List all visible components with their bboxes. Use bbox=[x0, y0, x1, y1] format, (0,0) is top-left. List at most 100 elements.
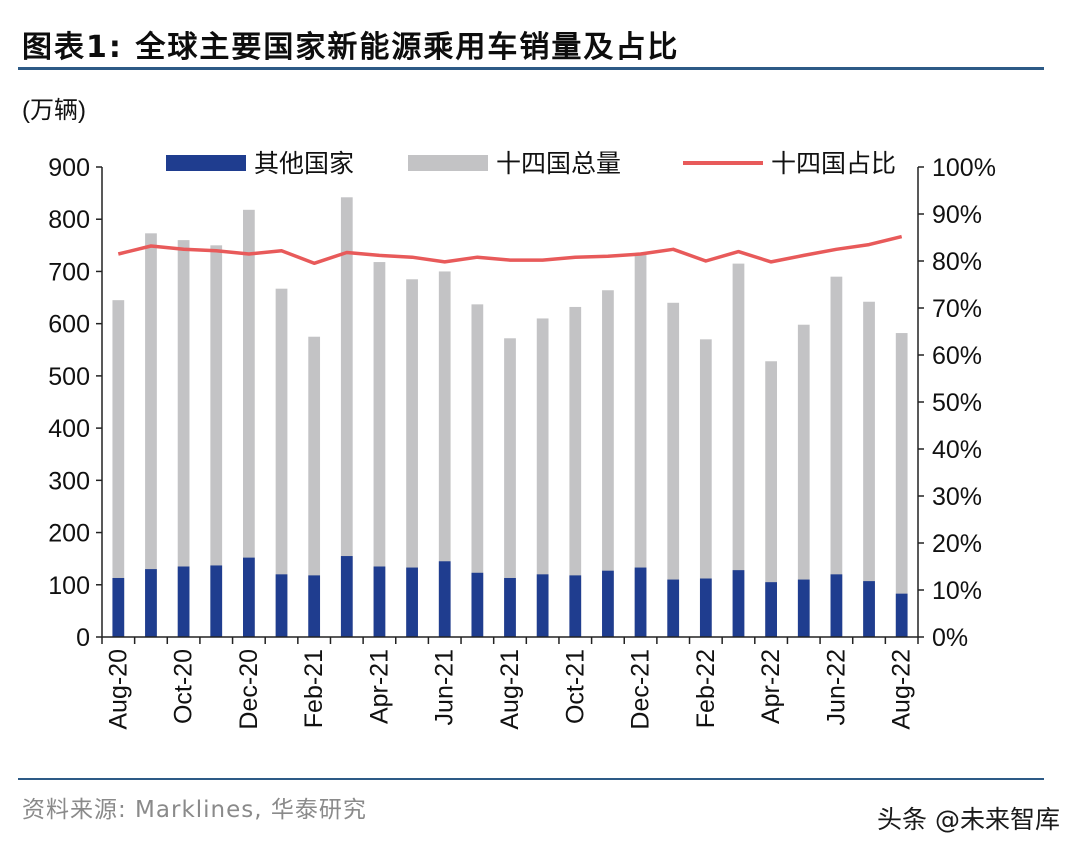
bar-other-countries bbox=[765, 582, 777, 637]
x-tick-label: Dec-20 bbox=[235, 649, 263, 730]
bar-other-countries bbox=[830, 574, 843, 637]
bar-other-countries bbox=[471, 572, 484, 637]
y-left-tick-label: 400 bbox=[48, 415, 90, 443]
bar-total bbox=[340, 197, 353, 638]
bar-total bbox=[699, 339, 712, 637]
bar-other-countries bbox=[210, 565, 223, 637]
bar-total bbox=[504, 338, 516, 637]
bar-total bbox=[732, 263, 745, 637]
sales-chart: (万辆) 900 800 700 600 500 400 300 200 100 0 100% 90… bbox=[22, 97, 996, 730]
y-right-tick-label: 10% bbox=[932, 577, 982, 605]
legend-swatch-other bbox=[166, 155, 246, 171]
watermark: 头条 @未来智库 bbox=[877, 805, 1060, 834]
y-left-unit-label: (万辆) bbox=[22, 97, 86, 124]
bar-other-countries bbox=[373, 566, 386, 637]
y-left-tick-label: 900 bbox=[48, 154, 90, 182]
x-tick-label: Aug-22 bbox=[888, 649, 916, 730]
bar-other-countries bbox=[797, 579, 810, 637]
bar-other-countries bbox=[112, 577, 125, 637]
bar-total bbox=[210, 245, 223, 638]
bar-other-countries bbox=[732, 570, 745, 637]
bar-other-countries bbox=[406, 567, 418, 637]
bar-total bbox=[308, 336, 321, 637]
bar-other-countries bbox=[275, 574, 288, 637]
bar-total bbox=[112, 300, 125, 637]
bar-other-countries bbox=[699, 578, 712, 637]
x-tick-label: Aug-20 bbox=[104, 649, 132, 730]
y-left-tick-label: 300 bbox=[48, 467, 90, 495]
bar-total bbox=[797, 324, 810, 637]
x-tick-label: Jun-22 bbox=[822, 649, 850, 725]
bars bbox=[112, 197, 908, 638]
bar-total bbox=[667, 302, 680, 637]
legend-label-total: 十四国总量 bbox=[496, 150, 621, 178]
legend-label-other: 其他国家 bbox=[254, 150, 354, 178]
y-left-ticks: 900 800 700 600 500 400 300 200 100 0 bbox=[48, 154, 102, 652]
bar-total bbox=[177, 240, 190, 637]
y-left-tick-label: 800 bbox=[48, 206, 90, 234]
bar-other-countries bbox=[438, 561, 451, 637]
x-tick-label: Dec-21 bbox=[627, 649, 655, 730]
y-right-tick-label: 0% bbox=[932, 624, 968, 652]
bar-total bbox=[895, 333, 908, 637]
y-left-tick-label: 200 bbox=[48, 520, 90, 548]
axes bbox=[101, 167, 919, 638]
legend: 其他国家 十四国总量 十四国占比 bbox=[166, 150, 896, 178]
legend-label-share: 十四国占比 bbox=[771, 150, 896, 178]
bar-other-countries bbox=[569, 575, 582, 637]
x-tick-label: Aug-21 bbox=[496, 649, 524, 730]
y-left-tick-label: 100 bbox=[48, 572, 90, 600]
source-note: 资料来源: Marklines, 华泰研究 bbox=[22, 797, 367, 823]
y-right-tick-label: 50% bbox=[932, 389, 982, 417]
bar-total bbox=[569, 306, 582, 637]
bar-total bbox=[373, 262, 386, 637]
bar-total bbox=[765, 361, 777, 637]
x-ticks: Aug-20 Oct-20 Dec-20 Feb-21 Apr-21 Jun-21 Aug-… bbox=[101, 637, 919, 730]
bar-other-countries bbox=[895, 593, 908, 637]
x-tick-label: Feb-22 bbox=[692, 649, 720, 728]
bar-other-countries bbox=[536, 574, 549, 637]
line-share bbox=[117, 234, 903, 266]
bar-total bbox=[830, 276, 843, 637]
bar-other-countries bbox=[243, 557, 255, 637]
y-right-tick-label: 40% bbox=[932, 436, 982, 464]
bar-total bbox=[536, 318, 549, 637]
bar-other-countries bbox=[863, 581, 875, 637]
bar-total bbox=[145, 233, 157, 638]
bar-total bbox=[863, 301, 875, 637]
footer-rule bbox=[18, 778, 1044, 780]
x-tick-label: Jun-21 bbox=[431, 649, 459, 725]
y-left-tick-label: 700 bbox=[48, 258, 90, 286]
y-right-tick-label: 60% bbox=[932, 342, 982, 370]
title-rule bbox=[18, 67, 1044, 70]
bar-total bbox=[275, 288, 288, 637]
bar-other-countries bbox=[602, 570, 614, 637]
y-right-tick-label: 20% bbox=[932, 530, 982, 558]
bar-other-countries bbox=[504, 577, 516, 637]
bar-total bbox=[634, 254, 647, 637]
y-right-ticks: 100% 90% 80% 70% 60% 50% 40% 30% 20% 10% 0% bbox=[918, 154, 996, 652]
bar-total bbox=[406, 279, 418, 637]
y-left-tick-label: 600 bbox=[48, 311, 90, 339]
y-right-tick-label: 100% bbox=[932, 154, 996, 182]
y-right-tick-label: 70% bbox=[932, 295, 982, 323]
bar-total bbox=[243, 209, 255, 638]
x-tick-label: Apr-21 bbox=[365, 649, 393, 724]
bar-other-countries bbox=[145, 569, 157, 637]
x-tick-label: Oct-20 bbox=[170, 649, 198, 724]
bar-other-countries bbox=[667, 579, 680, 637]
legend-swatch-total bbox=[408, 155, 488, 171]
x-tick-label: Feb-21 bbox=[300, 649, 328, 728]
x-tick-label: Apr-22 bbox=[757, 649, 785, 724]
x-tick-label: Oct-21 bbox=[561, 649, 589, 724]
share-line bbox=[117, 234, 903, 266]
y-right-tick-label: 80% bbox=[932, 248, 982, 276]
bar-other-countries bbox=[308, 575, 321, 637]
bar-other-countries bbox=[634, 567, 647, 637]
bar-total bbox=[438, 271, 451, 637]
bar-other-countries bbox=[177, 566, 190, 637]
y-left-tick-label: 0 bbox=[76, 624, 90, 652]
y-right-tick-label: 30% bbox=[932, 483, 982, 511]
bar-total bbox=[471, 304, 484, 637]
y-left-tick-label: 500 bbox=[48, 363, 90, 391]
